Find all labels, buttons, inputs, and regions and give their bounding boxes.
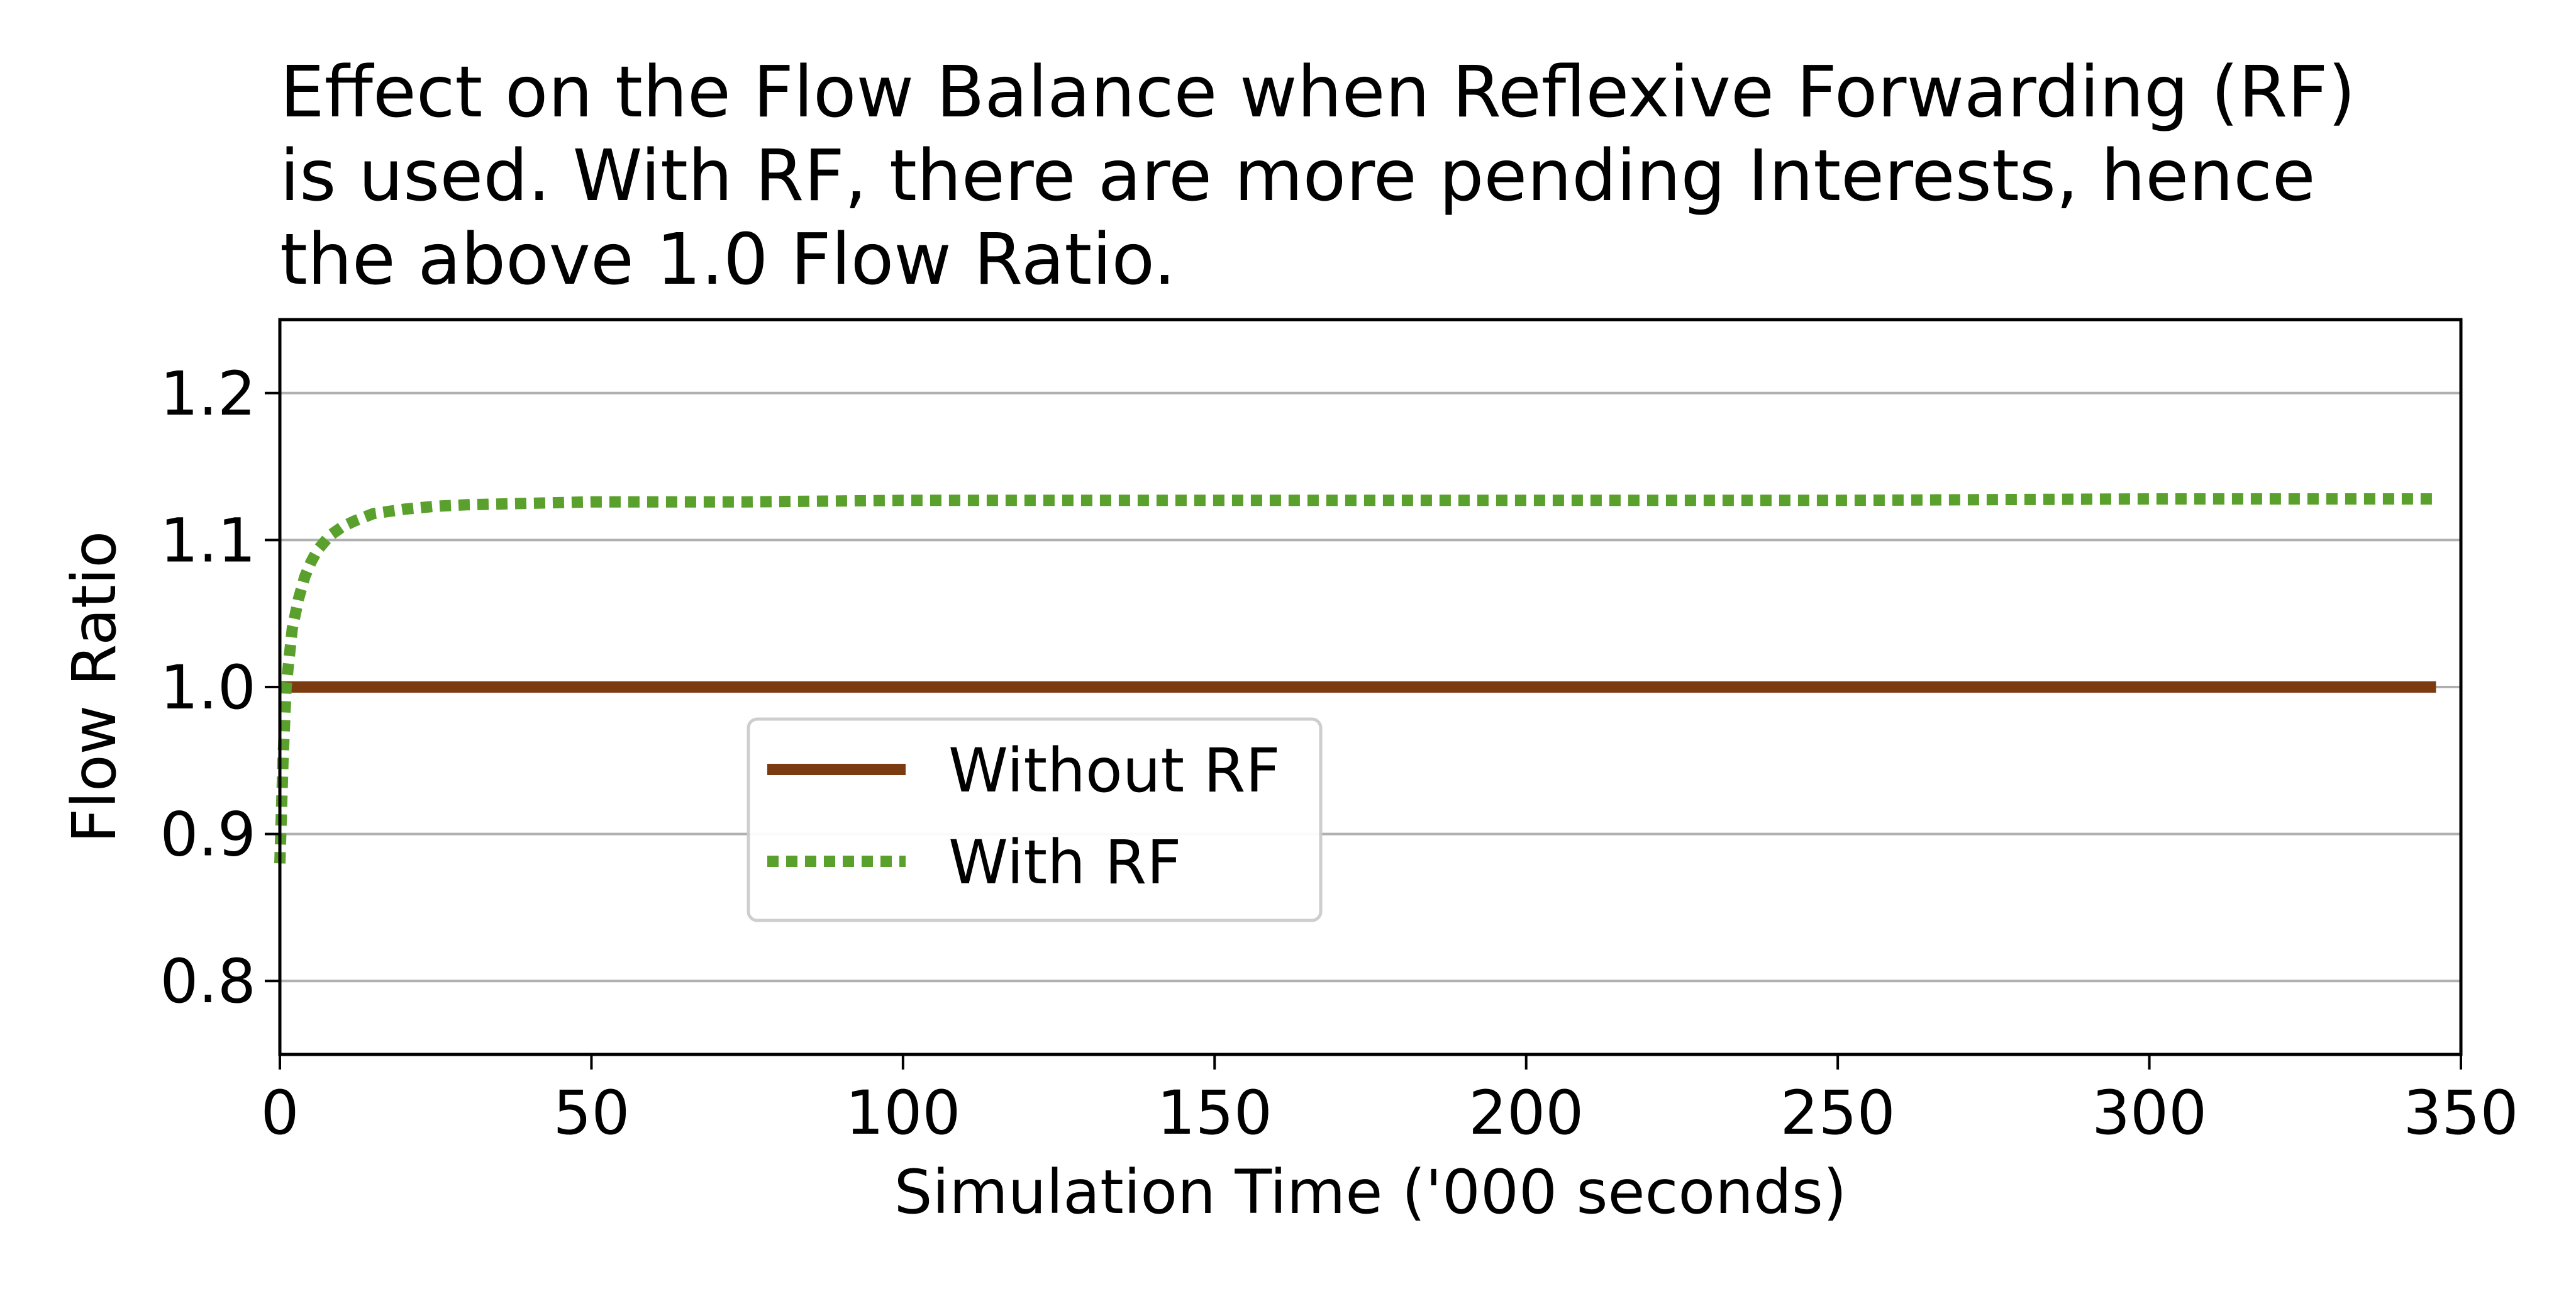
y-tick-label: 1.2 — [160, 359, 256, 429]
y-tick-label: 1.0 — [160, 652, 256, 723]
x-axis-label: Simulation Time ('000 seconds) — [894, 1157, 1847, 1227]
x-tick-label: 100 — [845, 1078, 960, 1148]
title-line: is used. With RF, there are more pending… — [280, 135, 2316, 217]
title-line: the above 1.0 Flow Ratio. — [280, 219, 1176, 301]
x-tick-label: 0 — [260, 1078, 299, 1148]
legend-label-with-rf: With RF — [948, 827, 1181, 898]
chart-title: Effect on the Flow Balance when Reflexiv… — [280, 52, 2355, 301]
x-tick-label: 250 — [1780, 1078, 1896, 1148]
x-tick-label: 50 — [553, 1078, 630, 1148]
y-axis: 0.8 0.9 1.0 1.1 1.2 — [160, 359, 280, 1017]
series-line-with-rf — [274, 493, 2436, 864]
y-tick-label: 1.1 — [160, 505, 256, 576]
y-axis-label: Flow Ratio — [59, 531, 130, 843]
x-tick-label: 150 — [1157, 1078, 1272, 1148]
plot-series — [274, 493, 2436, 864]
y-tick-label: 0.8 — [160, 946, 256, 1017]
legend: Without RF With RF — [747, 717, 1323, 922]
legend-label-without-rf: Without RF — [948, 735, 1280, 806]
x-axis: 0 50 100 150 200 250 300 350 — [260, 1054, 2519, 1148]
y-tick-label: 0.9 — [160, 800, 256, 870]
x-tick-label: 200 — [1468, 1078, 1584, 1148]
title-line: Effect on the Flow Balance when Reflexiv… — [280, 52, 2355, 133]
x-tick-label: 300 — [2092, 1078, 2207, 1148]
x-tick-label: 350 — [2403, 1078, 2518, 1148]
